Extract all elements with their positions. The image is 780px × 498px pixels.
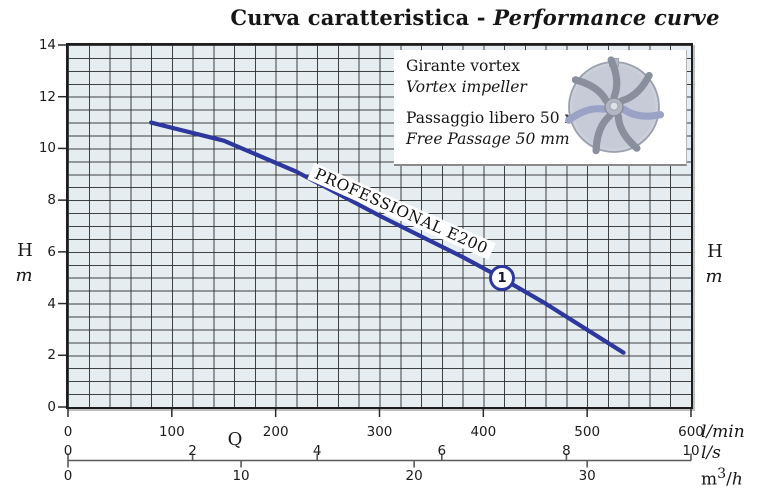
- x-tick-label-lmin: 400: [470, 424, 497, 440]
- impeller-blade: [607, 56, 621, 101]
- x-tick-label-ls: 2: [188, 443, 197, 459]
- x-tick-label-m3h: 0: [63, 468, 73, 484]
- y-tick-label: 6: [47, 243, 56, 260]
- legend-line-vortex-impeller: Vortex impeller: [406, 78, 527, 96]
- x-tick-label-ls: 8: [562, 443, 571, 459]
- y-tick-label: 10: [38, 140, 56, 157]
- y-axis-label-right-m: m: [705, 266, 723, 287]
- y-axis-label-right-H: H: [707, 241, 723, 262]
- legend-line-free-passage: Free Passage 50 mm: [406, 130, 570, 148]
- unit-label-m3h: m3/h: [701, 466, 743, 490]
- impeller-blade: [565, 105, 608, 124]
- impeller-blade: [620, 105, 665, 120]
- x-tick-label-m3h: 30: [578, 468, 596, 484]
- y-tick-label: 14: [38, 37, 56, 53]
- unit-label-ls: l/s: [701, 443, 721, 463]
- y-tick-label: 2: [47, 347, 56, 364]
- x-tick-label-lmin: 500: [574, 424, 601, 440]
- chart-title-italic: Performance curve: [493, 5, 720, 30]
- legend-box: Girante vortex Vortex impeller Passaggio…: [394, 50, 687, 166]
- y-axis-label-left-H: H: [17, 240, 33, 261]
- x-tick-label-lmin: 300: [366, 424, 393, 440]
- impeller-blade: [571, 76, 610, 105]
- chart-title-main: Curva caratteristica -: [230, 5, 494, 30]
- x-axis-q-label: Q: [227, 429, 243, 450]
- x-tick-label-ls: 0: [63, 443, 73, 459]
- chart-title: Curva caratteristica - Performance curve: [170, 5, 780, 30]
- x-tick-label-lmin: 100: [158, 424, 185, 440]
- legend-line-girante: Girante vortex: [406, 57, 520, 75]
- y-tick-label: 8: [47, 192, 56, 209]
- x-tick-label-m3h: 10: [232, 468, 250, 484]
- x-tick-label-lmin: 600: [678, 424, 704, 440]
- x-tick-label-m3h: 20: [405, 468, 423, 484]
- y-tick-label: 0: [47, 399, 56, 415]
- curve-point-marker-1: 1: [489, 265, 515, 291]
- x-tick-label-lmin: 200: [262, 424, 289, 440]
- impeller-blade: [592, 112, 614, 155]
- x-tick-label-ls: 6: [437, 443, 447, 459]
- impeller-blade: [614, 112, 641, 152]
- x-tick-label-ls: 10: [682, 443, 700, 459]
- unit-label-lmin: l/min: [701, 422, 745, 442]
- x-tick-label-lmin: 0: [63, 424, 73, 440]
- vortex-impeller-icon: [565, 56, 665, 155]
- y-tick-label: 12: [38, 88, 56, 105]
- x-tick-label-ls: 4: [312, 443, 322, 459]
- impeller-blade: [618, 71, 653, 105]
- legend-text: Girante vortex Vortex impeller Passaggio…: [406, 56, 594, 150]
- legend-line-passaggio: Passaggio libero 50 mm: [406, 109, 594, 127]
- y-tick-label: 4: [47, 295, 56, 312]
- y-axis-label-left-m: m: [15, 265, 33, 286]
